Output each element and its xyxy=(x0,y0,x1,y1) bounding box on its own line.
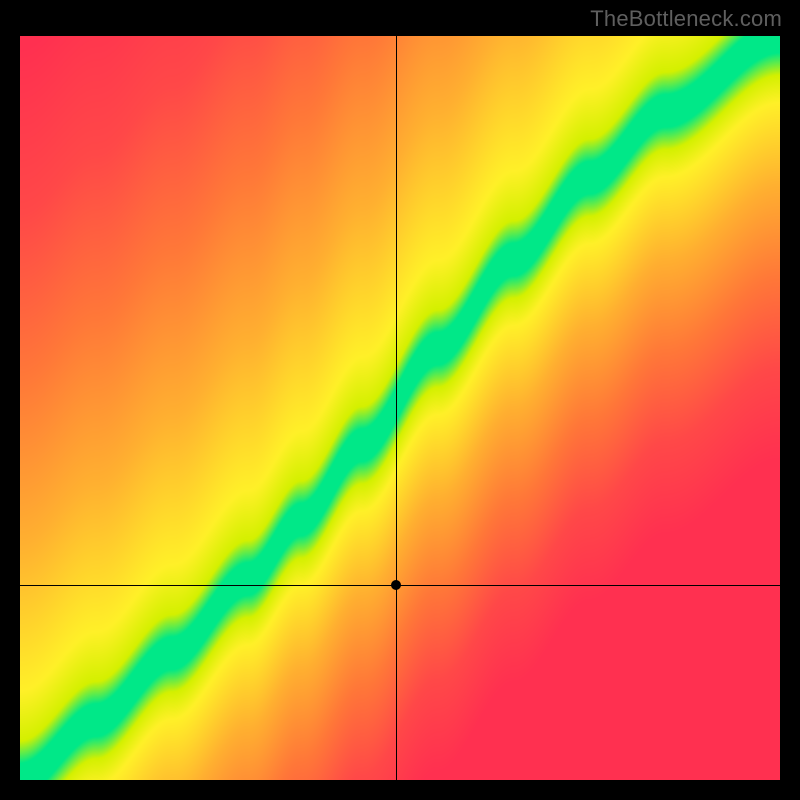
crosshair-vertical xyxy=(396,36,397,780)
crosshair-marker xyxy=(391,580,401,590)
watermark-text: TheBottleneck.com xyxy=(590,6,782,32)
heatmap-canvas xyxy=(20,36,780,780)
heatmap-plot xyxy=(20,36,780,780)
